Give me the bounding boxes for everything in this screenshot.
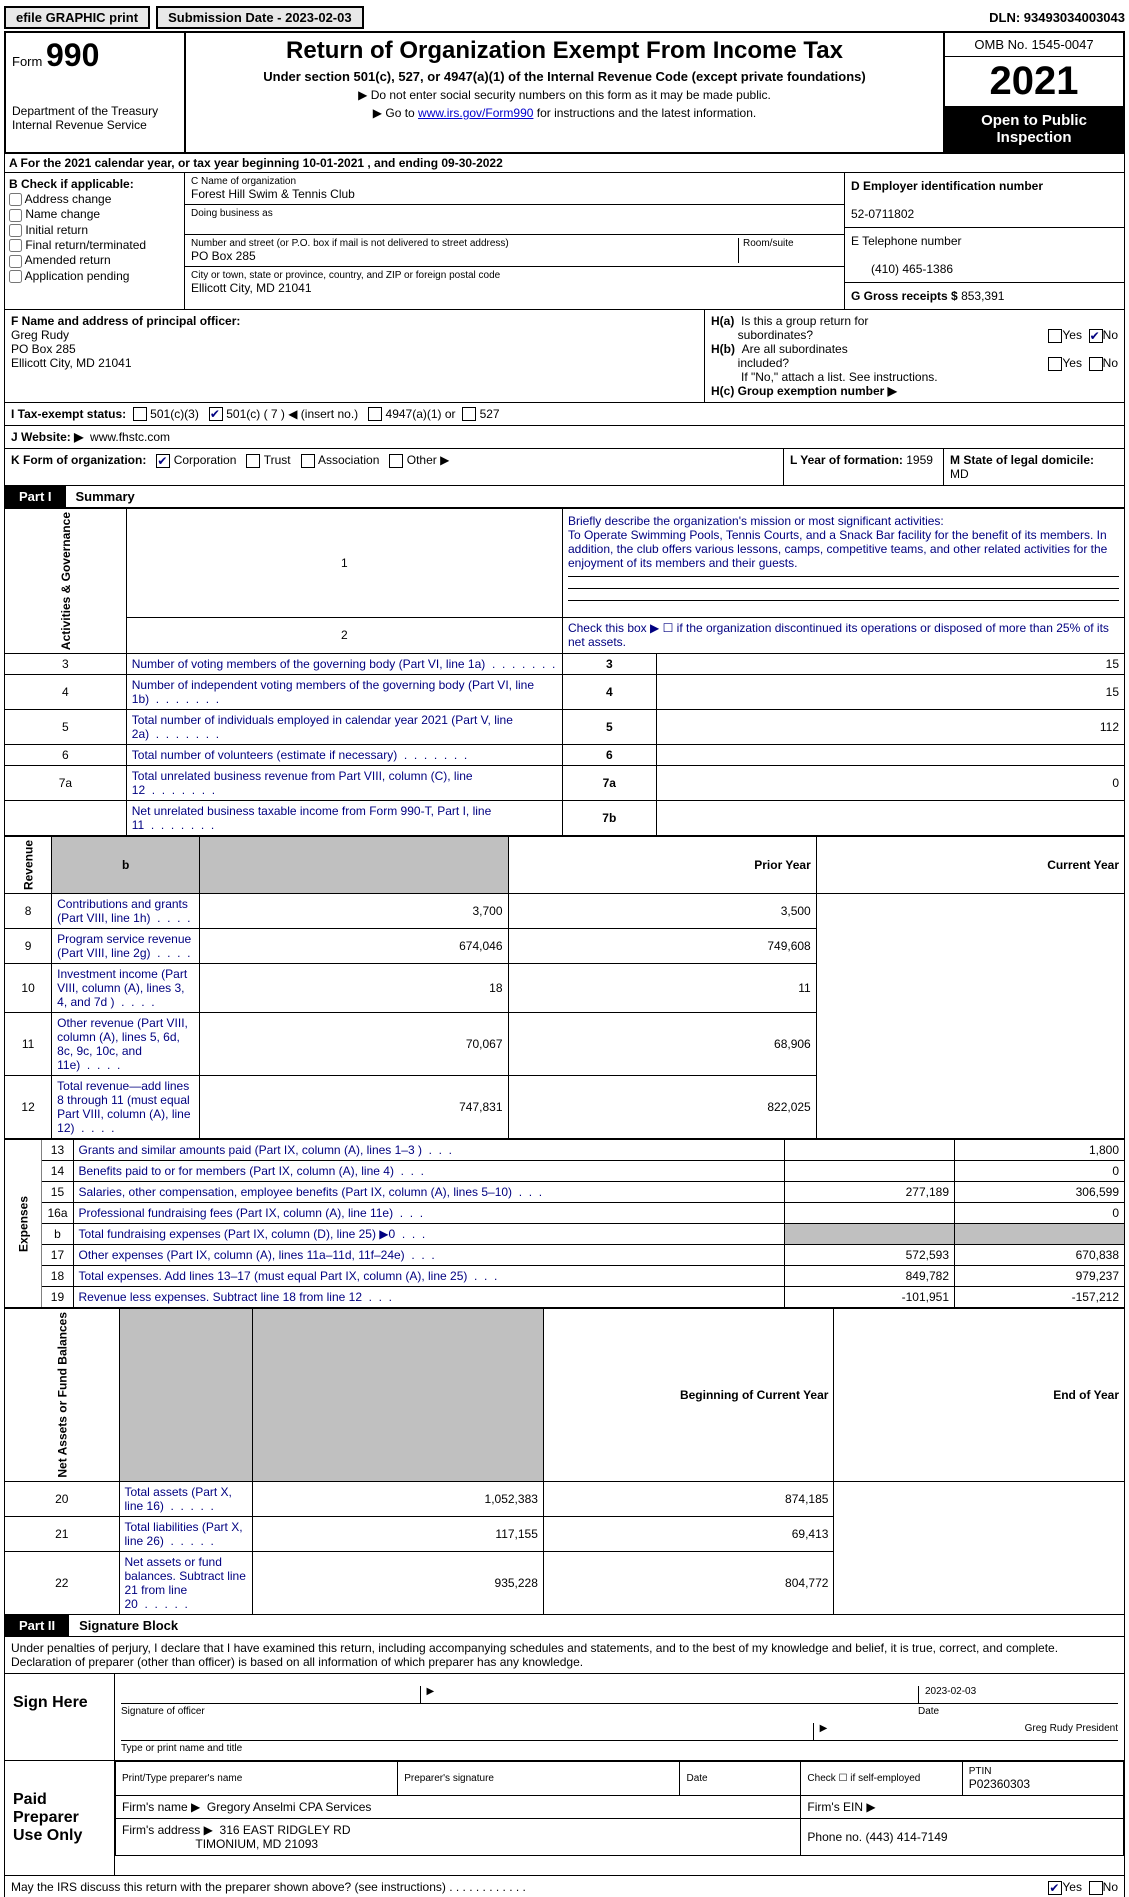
part2-title: Signature Block [69,1615,188,1636]
may-discuss-row: May the IRS discuss this return with the… [4,1876,1125,1897]
org-name-row: C Name of organization Forest Hill Swim … [185,173,844,205]
form-header: Form 990 Department of the TreasuryInter… [4,31,1125,154]
hb-no[interactable] [1089,357,1103,371]
side-netassets: Net Assets or Fund Balances [5,1309,120,1482]
sig-declaration: Under penalties of perjury, I declare th… [5,1637,1124,1674]
org-name: Forest Hill Swim & Tennis Club [191,187,838,201]
city: Ellicott City, MD 21041 [191,281,838,295]
chk-name-change[interactable] [9,209,22,222]
chk-assoc[interactable] [301,454,315,468]
submission-date-button[interactable]: Submission Date - 2023-02-03 [156,6,364,29]
expenses-table: Expenses13Grants and similar amounts pai… [4,1139,1125,1308]
row-fh: F Name and address of principal officer:… [4,310,1125,403]
year-formed: 1959 [906,453,933,467]
efile-print-button[interactable]: efile GRAPHIC print [4,6,150,29]
ha-no[interactable] [1089,329,1103,343]
paid-preparer-table: Print/Type preparer's name Preparer's si… [115,1761,1124,1856]
summary-table: Activities & Governance 1 Briefly descri… [4,508,1125,836]
chk-527[interactable] [462,407,476,421]
tel-row: E Telephone number (410) 465-1386 [845,228,1124,283]
chk-trust[interactable] [246,454,260,468]
form-word: Form [12,54,42,69]
discuss-yes[interactable] [1048,1881,1062,1895]
ein-row: D Employer identification number 52-0711… [845,173,1124,228]
dept-text: Department of the TreasuryInternal Reven… [12,104,178,132]
top-bar: efile GRAPHIC print Submission Date - 20… [4,4,1125,31]
b-header: B Check if applicable: [9,177,134,191]
header-right: OMB No. 1545-0047 2021 Open to Public In… [943,33,1123,152]
gross-receipts: 853,391 [961,289,1004,303]
chk-501c3[interactable] [133,407,147,421]
header-center: Return of Organization Exempt From Incom… [186,33,943,152]
note-ssn: ▶ Do not enter social security numbers o… [194,88,935,102]
netassets-table: Net Assets or Fund Balances Beginning of… [4,1308,1125,1615]
discuss-no[interactable] [1089,1881,1103,1895]
part2-tab: Part II [5,1615,69,1636]
note-link: ▶ Go to www.irs.gov/Form990 for instruct… [194,106,935,120]
form-subtitle: Under section 501(c), 527, or 4947(a)(1)… [194,69,935,84]
sign-here-label: Sign Here [5,1674,115,1760]
row-k: K Form of organization: Corporation Trus… [4,449,1125,486]
gross-row: G Gross receipts $ 853,391 [845,283,1124,309]
website: www.fhstc.com [90,430,170,444]
side-activities: Activities & Governance [5,509,127,654]
col-h: H(a) Is this a group return for subordin… [704,310,1124,402]
ptin: P02360303 [969,1777,1030,1791]
paid-preparer-label: Paid Preparer Use Only [5,1761,115,1875]
col-c: C Name of organization Forest Hill Swim … [185,173,844,309]
state-domicile: MD [950,467,969,481]
row-j: J Website: ▶ www.fhstc.com [4,426,1125,449]
ein: 52-0711802 [851,207,914,221]
irs-link[interactable]: www.irs.gov/Form990 [418,106,533,120]
part1-tab: Part I [5,486,66,507]
part1-header: Part I Summary [4,486,1125,508]
hb-yes[interactable] [1048,357,1062,371]
col-d: D Employer identification number 52-0711… [844,173,1124,309]
city-row: City or town, state or province, country… [185,267,844,298]
revenue-table: Revenue b Prior Year Current Year 8Contr… [4,836,1125,1139]
sig-date: 2023-02-03 [918,1686,1118,1703]
chk-501c[interactable] [209,407,223,421]
form-number: 990 [46,37,99,73]
section-bcd: B Check if applicable: Address change Na… [4,173,1125,310]
ha-yes[interactable] [1048,329,1062,343]
chk-app-pending[interactable] [9,270,22,283]
mission-text: To Operate Swimming Pools, Tennis Courts… [568,528,1107,570]
firm-addr: 316 EAST RIDGLEY RD [220,1823,351,1837]
signature-block: Under penalties of perjury, I declare th… [4,1637,1125,1876]
officer-name: Greg Rudy [11,328,69,342]
part1-title: Summary [66,486,145,507]
firm-phone: (443) 414-7149 [865,1830,947,1844]
chk-initial-return[interactable] [9,224,22,237]
chk-amended[interactable] [9,255,22,268]
chk-other[interactable] [389,454,403,468]
omb-number: OMB No. 1545-0047 [945,33,1123,57]
tax-year: 2021 [945,57,1123,106]
side-revenue: Revenue [5,837,52,894]
col-f: F Name and address of principal officer:… [5,310,704,402]
chk-address-change[interactable] [9,193,22,206]
header-left: Form 990 Department of the TreasuryInter… [6,33,186,152]
street: PO Box 285 [191,249,738,263]
dba-row: Doing business as [185,205,844,235]
form-title: Return of Organization Exempt From Incom… [194,37,935,65]
chk-4947[interactable] [368,407,382,421]
col-b: B Check if applicable: Address change Na… [5,173,185,309]
row-a: A For the 2021 calendar year, or tax yea… [4,154,1125,173]
chk-final-return[interactable] [9,239,22,252]
officer-sig-name: Greg Rudy President [1019,1723,1118,1740]
open-public: Open to Public Inspection [945,106,1123,152]
row-i: I Tax-exempt status: 501(c)(3) 501(c) ( … [4,403,1125,426]
form-990-page: efile GRAPHIC print Submission Date - 20… [0,0,1129,1897]
dln-text: DLN: 93493034003043 [989,10,1125,25]
part2-header: Part II Signature Block [4,1615,1125,1637]
telephone: (410) 465-1386 [851,262,953,276]
chk-corp[interactable] [156,454,170,468]
street-row: Number and street (or P.O. box if mail i… [185,235,844,267]
firm-name: Gregory Anselmi CPA Services [207,1800,372,1814]
